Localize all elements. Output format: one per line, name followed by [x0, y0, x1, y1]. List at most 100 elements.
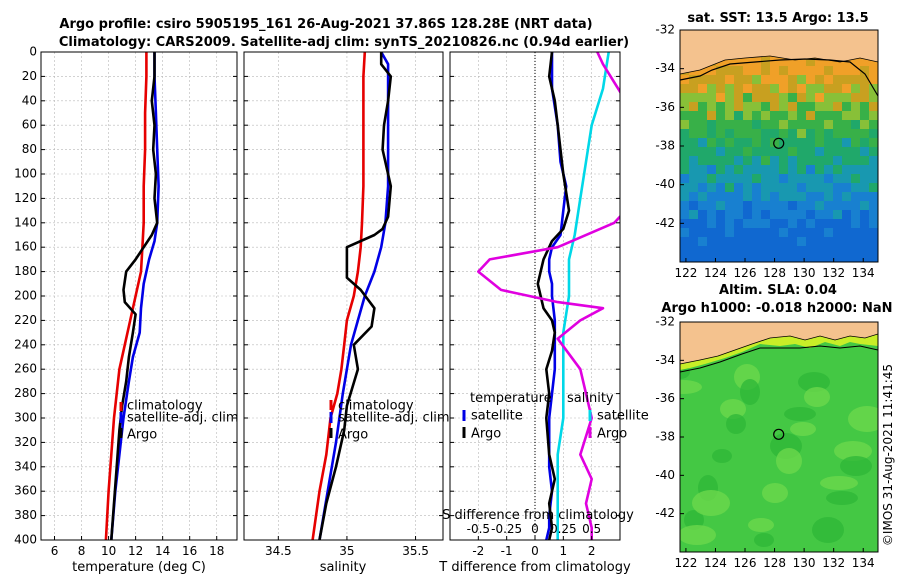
sla-anomaly-blob [748, 518, 774, 532]
lon-tick-label: 126 [734, 556, 757, 570]
sst-cell [734, 165, 743, 174]
sst-cell [869, 219, 878, 228]
legend-argo-label: Argo [338, 428, 368, 443]
sst-cell [752, 183, 761, 192]
sst-cell [869, 210, 878, 219]
sst-cell [779, 174, 788, 183]
sst-cell [716, 156, 725, 165]
lon-tick-label: 132 [822, 556, 845, 570]
sst-cell [797, 156, 806, 165]
sla-anomaly-blob [784, 407, 816, 421]
sst-cell [788, 138, 797, 147]
sst-cell [860, 237, 869, 246]
sst-cell [851, 66, 860, 75]
sla-anomaly-blob [712, 449, 732, 463]
sst-cell [716, 174, 725, 183]
sst-cell [716, 201, 725, 210]
sst-cell [734, 111, 743, 120]
sst-cell [788, 183, 797, 192]
sst-cell [797, 201, 806, 210]
sst-cell [707, 228, 716, 237]
sst-cell [842, 111, 851, 120]
sst-cell [680, 219, 689, 228]
sst-cell [752, 246, 761, 255]
sst-cell [698, 219, 707, 228]
sst-cell [824, 237, 833, 246]
sst-cell [761, 120, 770, 129]
x-tick-label: 0 [531, 544, 539, 558]
sst-cell [806, 111, 815, 120]
sst-cell [851, 192, 860, 201]
sst-cell [761, 138, 770, 147]
sst-cell [689, 192, 698, 201]
sst-cell [860, 138, 869, 147]
sst-cell [824, 111, 833, 120]
sst-cell [725, 57, 734, 66]
sst-cell [842, 219, 851, 228]
sst-cell [680, 156, 689, 165]
sst-cell [752, 174, 761, 183]
sst-cell [788, 156, 797, 165]
sst-cell [725, 138, 734, 147]
sst-cell [833, 93, 842, 102]
sst-cell [716, 183, 725, 192]
sla-anomaly-blob [684, 510, 704, 530]
sst-cell [743, 102, 752, 111]
y-tick-label: 360 [14, 484, 37, 498]
sst-cell [815, 66, 824, 75]
sst-cell [761, 201, 770, 210]
sst-cell [788, 57, 797, 66]
sst-cell [689, 201, 698, 210]
sst-cell [806, 219, 815, 228]
sst-cell [734, 183, 743, 192]
y-tick-label: 340 [14, 459, 37, 473]
series-line-salinity-argo [476, 52, 620, 540]
sst-cell [788, 111, 797, 120]
sst-cell [851, 210, 860, 219]
sst-cell [707, 120, 716, 129]
lat-tick-label: -38 [655, 139, 675, 153]
sst-cell [698, 237, 707, 246]
sst-cell [806, 129, 815, 138]
lon-tick-label: 134 [852, 556, 875, 570]
sst-cell [860, 246, 869, 255]
sst-cell [788, 255, 797, 262]
legend-salinity-title: salinity [567, 391, 614, 406]
sst-cell [752, 84, 761, 93]
sst-cell [779, 57, 788, 66]
sst-cell [734, 237, 743, 246]
sla-anomaly-blob [726, 414, 746, 434]
sst-cell [806, 156, 815, 165]
sst-cell [707, 156, 716, 165]
sst-cell [797, 219, 806, 228]
sst-cell [806, 237, 815, 246]
sst-cell [779, 255, 788, 262]
sst-cell [761, 129, 770, 138]
sst-cell [689, 255, 698, 262]
sst-cell [779, 66, 788, 75]
sst-cell [680, 102, 689, 111]
sst-cell [680, 228, 689, 237]
sst-cell [824, 57, 833, 66]
salinity-profile-panel: 34.5 35 35.5 salinity climatology satellit… [243, 51, 450, 575]
sst-cell [698, 201, 707, 210]
sst-cell [797, 75, 806, 84]
sst-cell [689, 93, 698, 102]
sst-cell [824, 210, 833, 219]
sst-cell [806, 246, 815, 255]
sst-cell [761, 237, 770, 246]
s-tick-label: 0.5 [582, 522, 601, 536]
sst-cell [869, 129, 878, 138]
sst-cell [725, 201, 734, 210]
sst-cell [833, 201, 842, 210]
lon-tick-label: 124 [704, 266, 727, 280]
sst-cell [815, 165, 824, 174]
sst-cell [815, 255, 824, 262]
sst-cell [716, 102, 725, 111]
sst-cell [833, 66, 842, 75]
sst-cell [725, 174, 734, 183]
sst-cell [689, 237, 698, 246]
sst-cell [770, 174, 779, 183]
sst-cell [824, 156, 833, 165]
sst-cell [779, 183, 788, 192]
